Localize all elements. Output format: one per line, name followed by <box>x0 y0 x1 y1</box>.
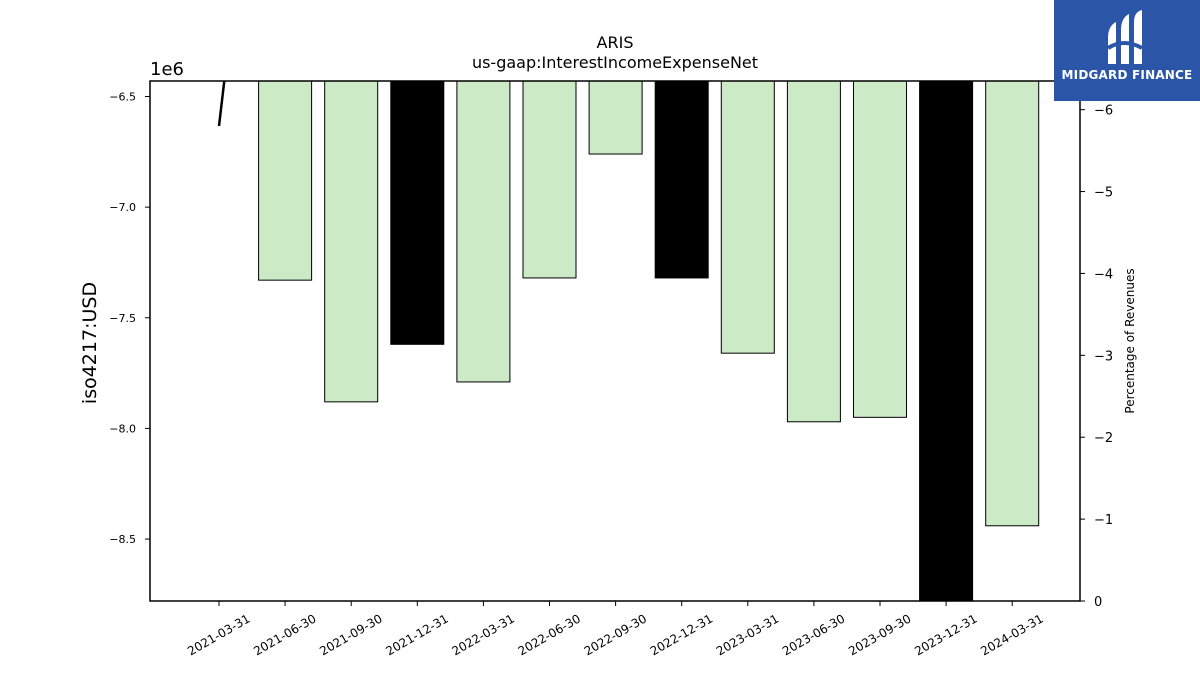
y-tick-label: −8.0 <box>109 422 136 435</box>
y2-tick-label: −2 <box>1094 431 1113 446</box>
x-tick-label: 2023-03-31 <box>714 611 781 658</box>
y2-axis-label: Percentage of Revenues <box>1123 268 1137 413</box>
bar-2024-03-31 <box>985 80 1040 527</box>
chart-title: ARIS <box>597 33 634 52</box>
y2-tick-label: −4 <box>1094 267 1113 282</box>
x-tick-label: 2023-09-30 <box>846 611 913 658</box>
brand-logo: MIDGARD FINANCE <box>1054 0 1200 101</box>
bar-2023-09-30 <box>853 80 907 418</box>
brand-name: MIDGARD FINANCE <box>1061 68 1193 82</box>
line-layer <box>217 80 226 127</box>
bar-2023-06-30 <box>786 80 841 423</box>
x-tick-label: 2022-12-31 <box>648 611 715 658</box>
midgard-logo-icon <box>1106 10 1143 64</box>
y-axis-label: iso4217:USD <box>79 282 101 404</box>
x-tick-label: 2021-12-31 <box>383 611 450 658</box>
x-tick-label: 2024-03-31 <box>978 611 1045 658</box>
bar-2021-06-30 <box>258 80 313 281</box>
plot-frame <box>149 80 1081 602</box>
bar-2023-12-31 <box>919 80 974 602</box>
line-series <box>217 80 226 127</box>
y2-tick-label: −3 <box>1094 349 1113 364</box>
x-tick-label: 2023-06-30 <box>780 611 847 658</box>
y2-tick-label: −1 <box>1094 513 1113 528</box>
bar-2022-09-30 <box>588 80 643 155</box>
y2-tick-label: −6 <box>1094 104 1113 119</box>
bar-2022-12-31 <box>654 80 709 279</box>
y-tick-label: −8.5 <box>109 533 136 546</box>
chart-subtitle: us-gaap:InterestIncomeExpenseNet <box>472 53 758 72</box>
x-tick-label: 2021-09-30 <box>317 611 384 658</box>
x-tick-label: 2021-06-30 <box>251 611 318 658</box>
x-tick-label: 2021-03-31 <box>185 611 252 658</box>
y-tick-label: −7.5 <box>109 312 136 325</box>
bar-2021-12-31 <box>390 80 445 345</box>
y2-tick-label: −5 <box>1094 186 1113 201</box>
x-tick-label: 2022-09-30 <box>582 611 649 658</box>
x-tick-label: 2022-06-30 <box>516 611 583 658</box>
y-offset-label: 1e6 <box>150 59 184 80</box>
bar-2022-03-31 <box>456 80 511 383</box>
bars-group <box>258 80 1040 602</box>
bar-2022-06-30 <box>522 80 577 279</box>
bar-2021-09-30 <box>324 80 379 403</box>
x-tick-label: 2022-03-31 <box>449 611 516 658</box>
bar-2023-03-31 <box>720 80 775 354</box>
y-tick-label: −6.5 <box>109 90 136 103</box>
y-tick-label: −7.0 <box>109 201 136 214</box>
x-tick-label: 2023-12-31 <box>912 611 979 658</box>
y2-tick-label: 0 <box>1094 595 1102 610</box>
